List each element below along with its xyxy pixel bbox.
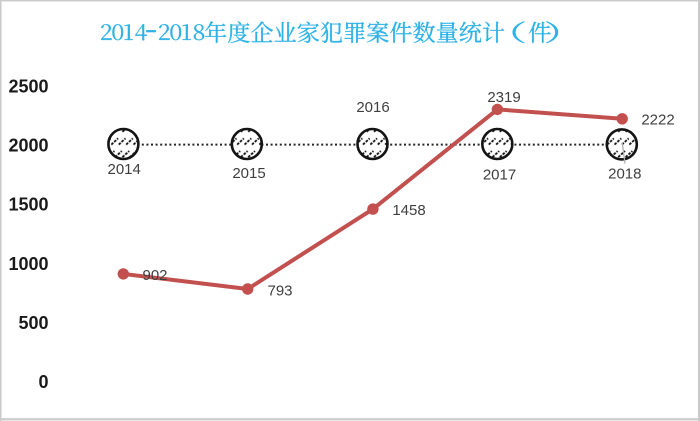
svg-text:2319: 2319 xyxy=(487,89,520,106)
svg-text:2000: 2000 xyxy=(8,136,48,156)
svg-text:902: 902 xyxy=(142,267,167,284)
svg-text:1458: 1458 xyxy=(392,202,425,219)
svg-text:2500: 2500 xyxy=(8,76,48,96)
svg-text:1500: 1500 xyxy=(8,195,48,215)
svg-text:2018: 2018 xyxy=(608,165,641,182)
svg-text:2017: 2017 xyxy=(483,167,516,184)
svg-text:1000: 1000 xyxy=(8,254,48,274)
svg-text:2015: 2015 xyxy=(232,165,265,182)
svg-text:500: 500 xyxy=(18,313,48,333)
svg-text:2016: 2016 xyxy=(356,99,389,116)
svg-text:2222: 2222 xyxy=(641,111,674,128)
svg-text:0: 0 xyxy=(38,372,48,392)
svg-text:793: 793 xyxy=(267,282,292,299)
svg-text:2014: 2014 xyxy=(108,161,141,178)
